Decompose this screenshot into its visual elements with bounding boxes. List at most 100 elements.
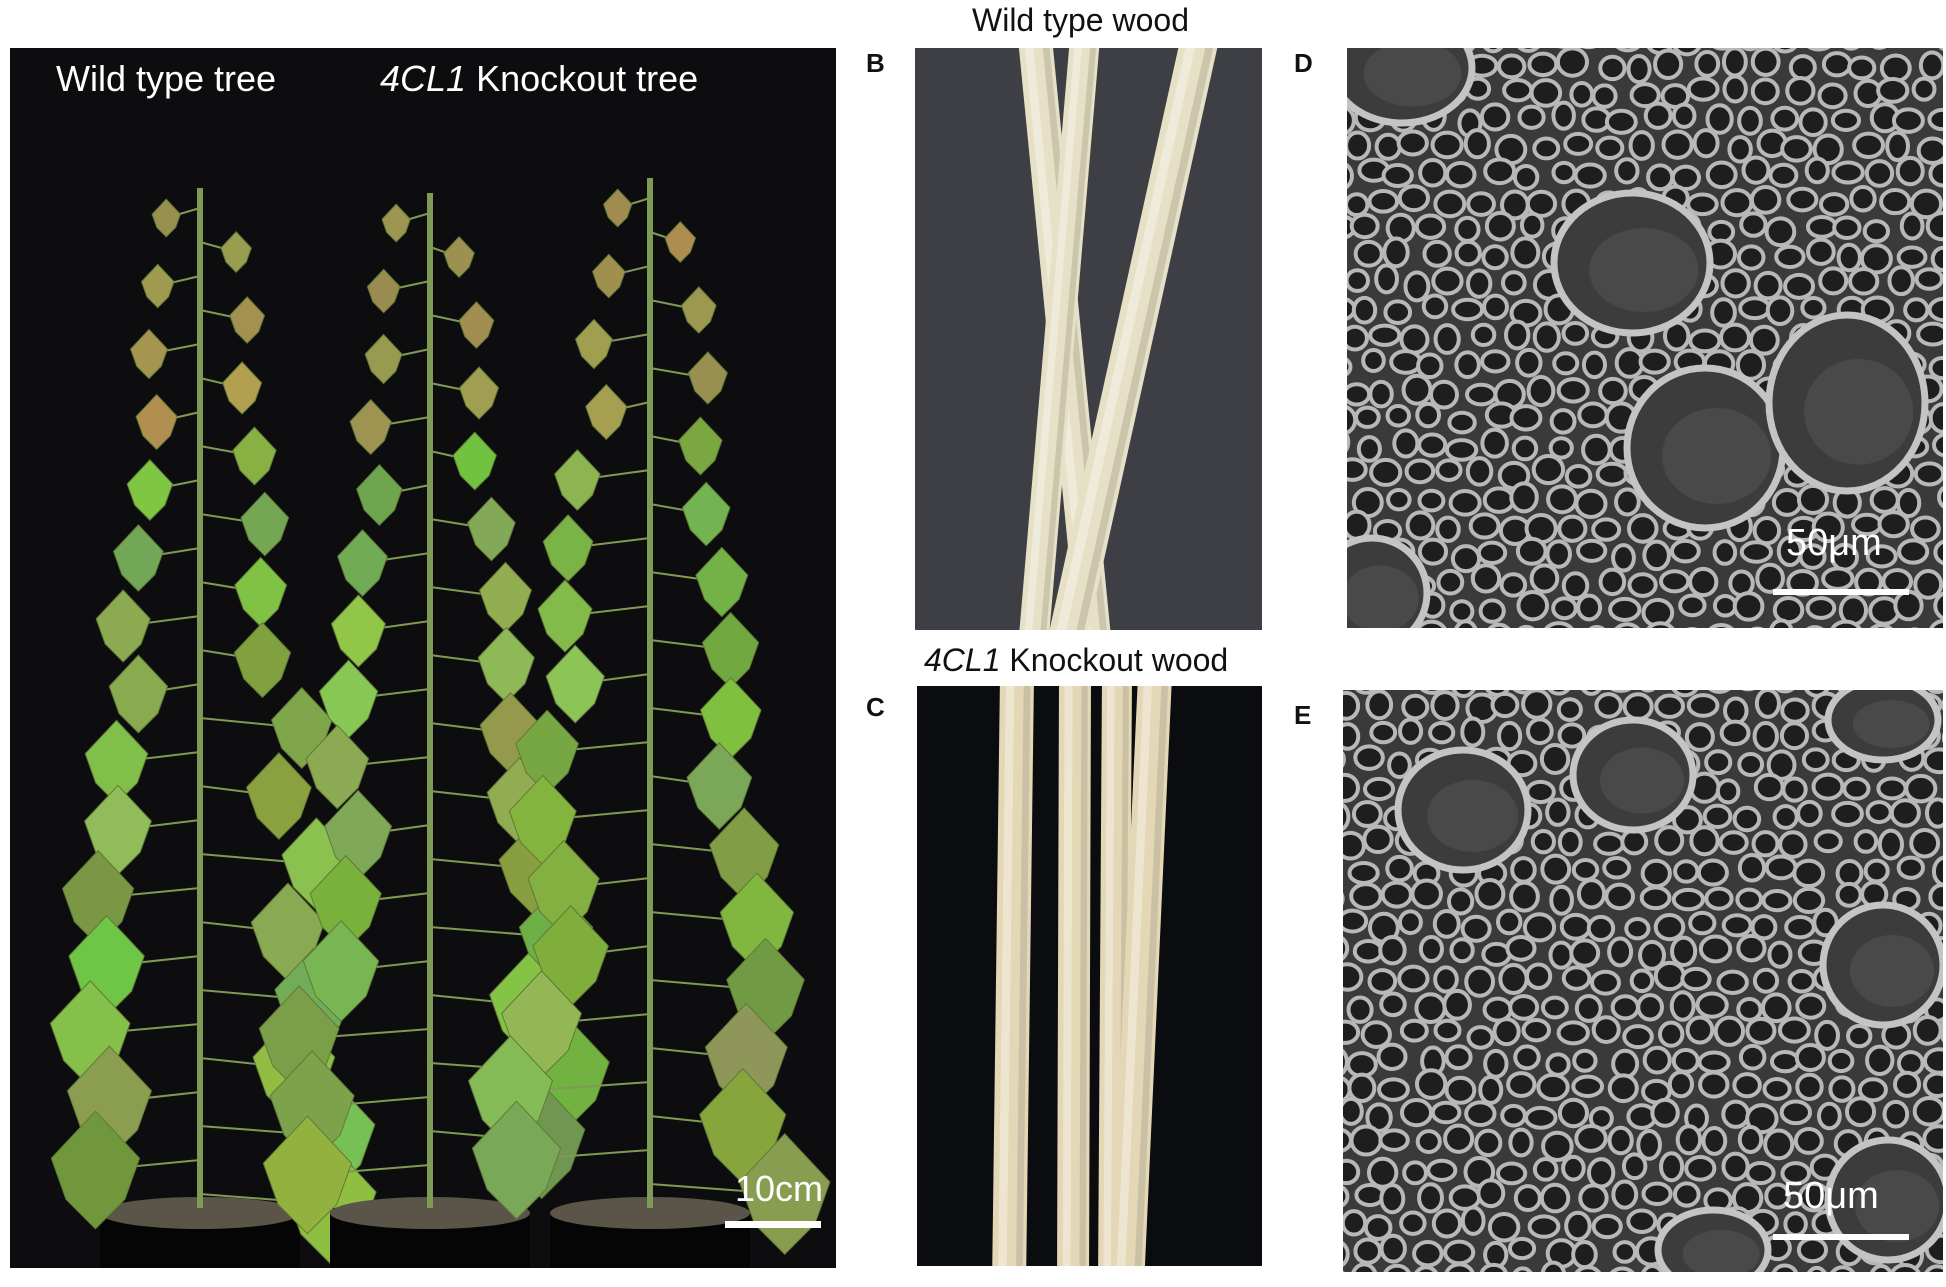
cell-lumen — [1916, 136, 1943, 166]
leaf — [545, 644, 605, 724]
cell-lumen — [1366, 1156, 1399, 1189]
cell-lumen — [1741, 48, 1759, 52]
cell-lumen — [1398, 717, 1424, 745]
cell-lumen — [1716, 969, 1749, 995]
sem-cell-structure-d — [1347, 48, 1943, 628]
cell-lumen — [1738, 296, 1772, 321]
cell-lumen — [1527, 1214, 1561, 1239]
cell-lumen — [1450, 544, 1482, 574]
cell-lumen — [1611, 543, 1636, 573]
cell-lumen — [1343, 1185, 1350, 1208]
leaf — [443, 236, 475, 278]
leaf — [95, 589, 151, 663]
cell-lumen — [1401, 693, 1430, 721]
cell-lumen — [1754, 690, 1781, 719]
cell-lumen — [1675, 1124, 1703, 1156]
cell-lumen — [1786, 186, 1819, 213]
leaf — [302, 920, 380, 1022]
cell-lumen — [1853, 829, 1879, 854]
cell-lumen — [1495, 908, 1523, 936]
panel-d-sem-micrograph — [1347, 48, 1943, 628]
cell-lumen — [1573, 162, 1607, 189]
cell-lumen — [1671, 1047, 1700, 1074]
cell-lumen — [1432, 909, 1461, 939]
cell-lumen — [1642, 539, 1671, 572]
panel-e-letter: E — [1294, 700, 1312, 730]
cell-lumen — [1745, 1161, 1776, 1186]
cell-lumen — [1382, 236, 1410, 269]
cell-lumen — [1671, 102, 1697, 129]
cell-lumen — [1374, 263, 1399, 295]
leaf — [458, 301, 495, 349]
cell-lumen — [1417, 432, 1448, 458]
leaf — [356, 464, 403, 526]
leaf — [126, 459, 174, 521]
cell-lumen — [1621, 1152, 1648, 1181]
cell-lumen — [1762, 1077, 1792, 1101]
cell-lumen — [1830, 1265, 1856, 1272]
cell-lumen — [1343, 1270, 1345, 1272]
cell-lumen — [1828, 1075, 1856, 1103]
wood-stick — [1019, 48, 1100, 630]
cell-lumen — [1513, 1044, 1541, 1071]
cell-lumen — [1640, 858, 1672, 889]
cell-lumen — [1443, 1123, 1475, 1154]
cell-lumen — [1807, 1265, 1827, 1272]
cell-lumen — [1347, 106, 1356, 135]
cell-lumen — [1576, 593, 1603, 622]
cell-lumen — [1910, 515, 1941, 543]
cell-lumen — [1595, 461, 1629, 487]
cell-lumen — [1712, 48, 1732, 51]
cell-lumen — [1899, 211, 1925, 241]
cell-lumen — [1805, 596, 1837, 620]
cell-lumen — [1611, 1048, 1640, 1079]
cell-lumen — [1806, 625, 1824, 628]
cell-lumen — [1428, 720, 1456, 745]
cell-lumen — [1653, 913, 1686, 942]
knockout-tree-gene: 4CL1 — [380, 58, 467, 99]
cell-lumen — [1460, 716, 1486, 748]
cell-lumen — [1483, 1048, 1509, 1079]
cell-lumen — [1927, 296, 1943, 323]
panel-e-sem-micrograph — [1343, 690, 1943, 1272]
cell-lumen — [1362, 824, 1394, 855]
leaf — [700, 677, 762, 759]
cell-lumen — [1848, 267, 1880, 296]
cell-lumen — [1739, 540, 1773, 564]
cell-lumen — [1751, 830, 1780, 858]
cell-lumen — [1843, 48, 1860, 51]
cell-lumen — [1578, 1183, 1609, 1213]
cell-lumen — [1465, 456, 1494, 487]
cell-lumen — [1713, 1015, 1746, 1047]
cell-lumen — [1415, 1129, 1442, 1154]
cell-lumen — [1349, 882, 1383, 911]
cell-lumen — [1801, 747, 1830, 772]
cell-lumen — [1909, 188, 1943, 220]
cell-lumen — [1503, 319, 1531, 351]
cell-lumen — [1772, 804, 1799, 830]
leaf — [681, 481, 731, 547]
cell-lumen — [1561, 1154, 1586, 1182]
cell-lumen — [1741, 155, 1771, 185]
cell-lumen — [1479, 1262, 1508, 1272]
cell-lumen — [1426, 1158, 1458, 1182]
cell-lumen — [1830, 619, 1862, 628]
cell-lumen — [1510, 236, 1541, 269]
cell-lumen — [1852, 131, 1886, 159]
cell-lumen — [1922, 1124, 1943, 1153]
cell-lumen — [1480, 427, 1509, 459]
cell-lumen — [1347, 324, 1369, 352]
cell-lumen — [1771, 1263, 1798, 1272]
sem-d-scale-label: 50μm — [1786, 522, 1882, 564]
wild-wood-sticks — [1018, 48, 1218, 630]
cell-lumen — [1732, 1072, 1762, 1099]
knockout-tree-rest: Knockout tree — [466, 58, 699, 99]
cell-lumen — [1859, 243, 1893, 275]
cell-lumen — [1468, 512, 1501, 540]
cell-lumen — [1555, 48, 1589, 78]
cell-lumen — [1889, 798, 1921, 828]
leaf — [229, 296, 266, 344]
cell-lumen — [1925, 797, 1943, 829]
cell-lumen — [1896, 1050, 1925, 1077]
cell-lumen — [1510, 856, 1537, 884]
